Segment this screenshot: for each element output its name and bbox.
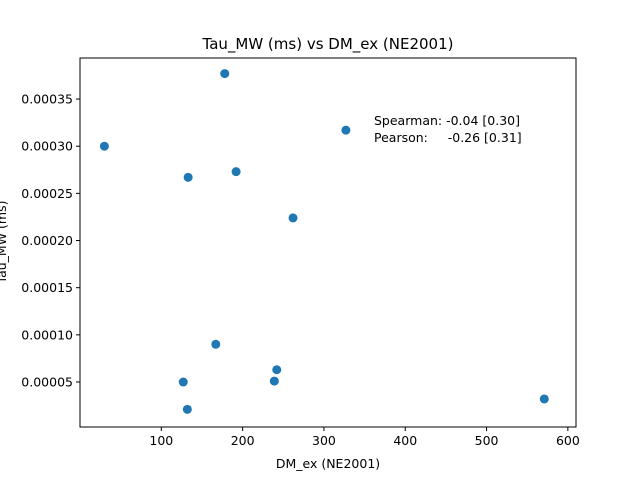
data-point bbox=[288, 213, 298, 223]
data-point bbox=[539, 394, 549, 404]
data-points bbox=[99, 69, 549, 414]
x-tick-label: 600 bbox=[556, 433, 580, 448]
annotation-pearson: Pearson: -0.26 [0.31] bbox=[374, 130, 522, 145]
data-point bbox=[99, 141, 109, 151]
x-tick-label: 300 bbox=[312, 433, 336, 448]
x-axis-label: DM_ex (NE2001) bbox=[276, 456, 380, 471]
y-tick-label: 0.00035 bbox=[21, 92, 73, 107]
chart-title: Tau_MW (ms) vs DM_ex (NE2001) bbox=[202, 35, 454, 54]
y-axis-label: Tau_MW (ms) bbox=[0, 201, 9, 285]
x-tick-label: 100 bbox=[149, 433, 173, 448]
data-point bbox=[211, 339, 221, 349]
x-tick-label: 200 bbox=[231, 433, 255, 448]
data-point bbox=[272, 365, 282, 375]
data-point bbox=[178, 377, 188, 387]
data-point bbox=[269, 376, 279, 386]
data-point bbox=[183, 172, 193, 182]
y-tick-label: 0.00030 bbox=[21, 139, 73, 154]
y-tick-label: 0.00015 bbox=[21, 280, 73, 295]
y-tick-label: 0.00010 bbox=[21, 327, 73, 342]
axis-ticks: 100 200 300 400 500 600 0.00005 0.00010 0.00015 0… bbox=[21, 92, 580, 448]
data-point bbox=[341, 125, 351, 135]
data-point bbox=[231, 167, 241, 177]
data-point bbox=[182, 404, 192, 414]
y-tick-label: 0.00005 bbox=[21, 375, 73, 390]
data-point bbox=[220, 69, 230, 79]
plot-area-frame bbox=[79, 57, 577, 428]
x-tick-label: 400 bbox=[393, 433, 417, 448]
x-tick-label: 500 bbox=[475, 433, 499, 448]
y-tick-label: 0.00020 bbox=[21, 233, 73, 248]
annotation-spearman: Spearman: -0.04 [0.30] bbox=[374, 113, 520, 128]
y-tick-label: 0.00025 bbox=[21, 186, 73, 201]
